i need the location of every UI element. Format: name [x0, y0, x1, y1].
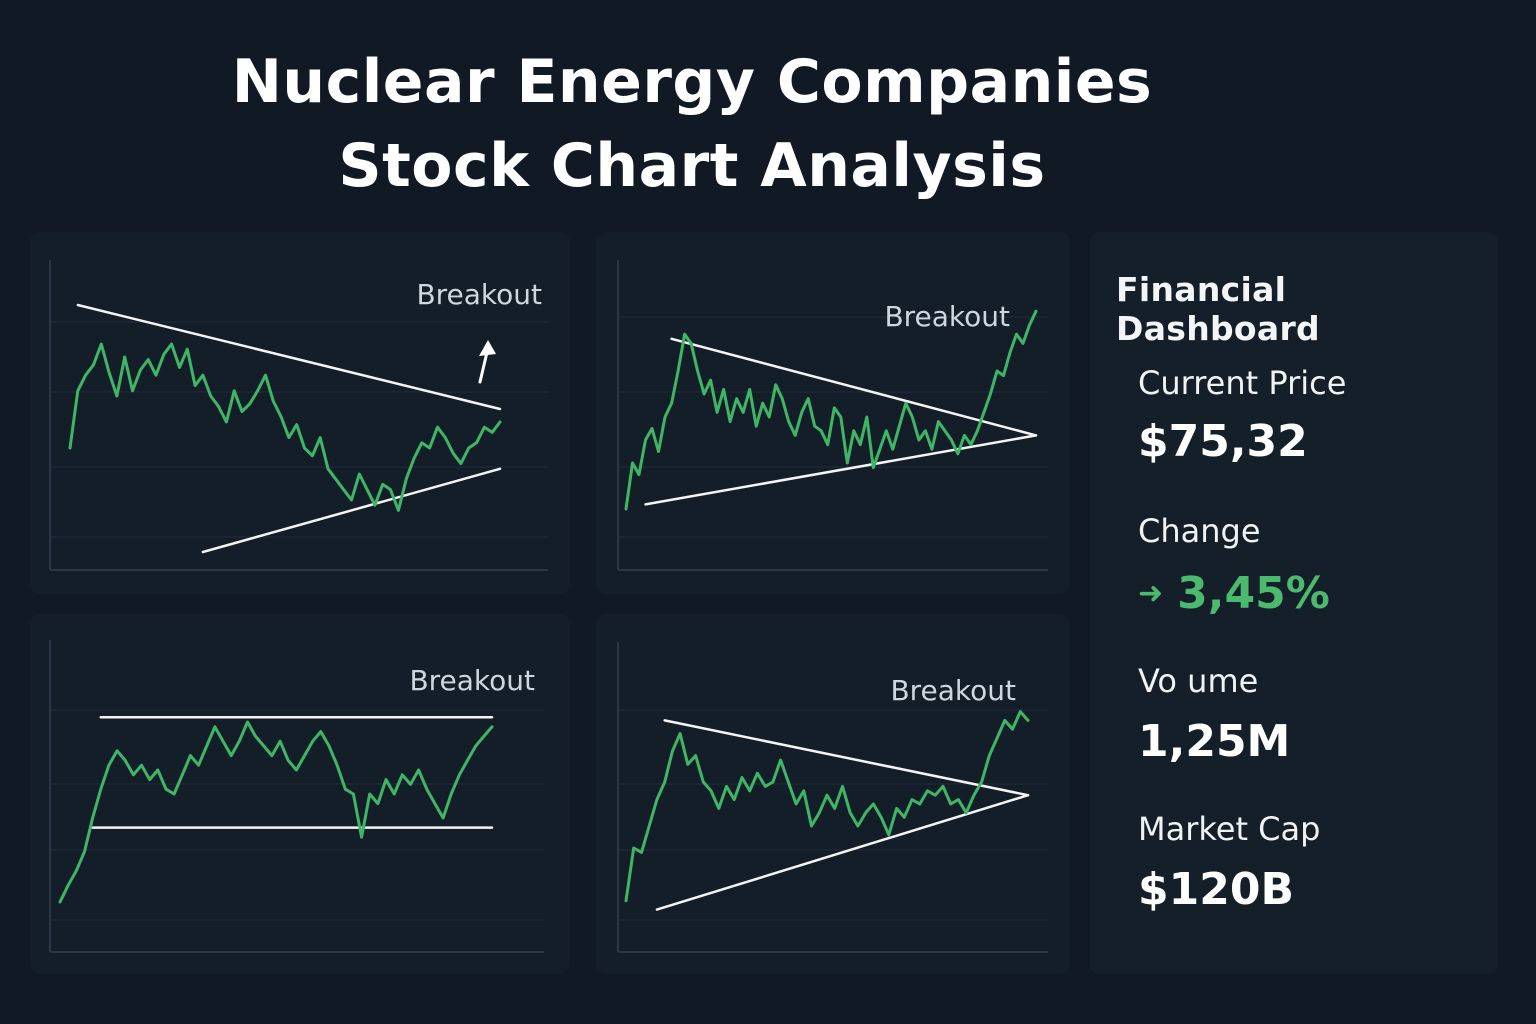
- breakout-label: Breakout: [416, 278, 542, 311]
- current-price-value: $75,32: [1138, 416, 1308, 467]
- title-line-1: Nuclear Energy Companies: [231, 47, 1153, 117]
- support-trendline: [644, 434, 1038, 506]
- chart-2-svg: Breakout: [617, 260, 1048, 571]
- price-series-line: [68, 342, 502, 512]
- volume-label: Vo ume: [1138, 662, 1259, 700]
- chart-panel-symmetrical-triangle-2: Breakout: [596, 614, 1070, 974]
- resistance-trendline: [670, 337, 1038, 437]
- page-title: Nuclear Energy Companies Stock Chart Ana…: [0, 40, 1384, 208]
- breakout-label: Breakout: [409, 664, 535, 697]
- change-value: 3,45%: [1177, 568, 1330, 619]
- price-series-line: [624, 710, 1030, 903]
- arrow-up-icon: [478, 340, 496, 384]
- chart-1-svg: Breakout: [49, 260, 548, 571]
- market-cap-value: $120B: [1138, 864, 1294, 915]
- arrow-right-icon: ➜: [1138, 576, 1164, 611]
- support-trendline: [655, 793, 1030, 911]
- chart-panel-symmetrical-triangle: Breakout: [596, 232, 1070, 594]
- price-series-line: [624, 309, 1038, 511]
- change-label: Change: [1138, 512, 1261, 550]
- resistance-trendline: [76, 303, 502, 411]
- chart-panel-descending-triangle: Breakout: [30, 232, 570, 594]
- resistance-trendline: [663, 719, 1030, 797]
- financial-dashboard: Financial Dashboard Current Price $75,32…: [1090, 232, 1498, 974]
- change-value-row: ➜ 3,45%: [1138, 568, 1330, 619]
- chart-3-svg: Breakout: [49, 640, 544, 953]
- volume-value: 1,25M: [1138, 716, 1291, 767]
- chart-4-svg: Breakout: [617, 642, 1048, 953]
- price-series-line: [58, 720, 494, 904]
- title-line-2: Stock Chart Analysis: [338, 131, 1046, 201]
- dashboard-title: Financial Dashboard: [1116, 270, 1320, 348]
- market-cap-label: Market Cap: [1138, 810, 1321, 848]
- breakout-label: Breakout: [890, 674, 1016, 707]
- support-trendline: [201, 467, 502, 554]
- breakout-label: Breakout: [884, 300, 1010, 333]
- current-price-label: Current Price: [1138, 364, 1347, 402]
- chart-panel-horizontal-channel: Breakout: [30, 614, 570, 974]
